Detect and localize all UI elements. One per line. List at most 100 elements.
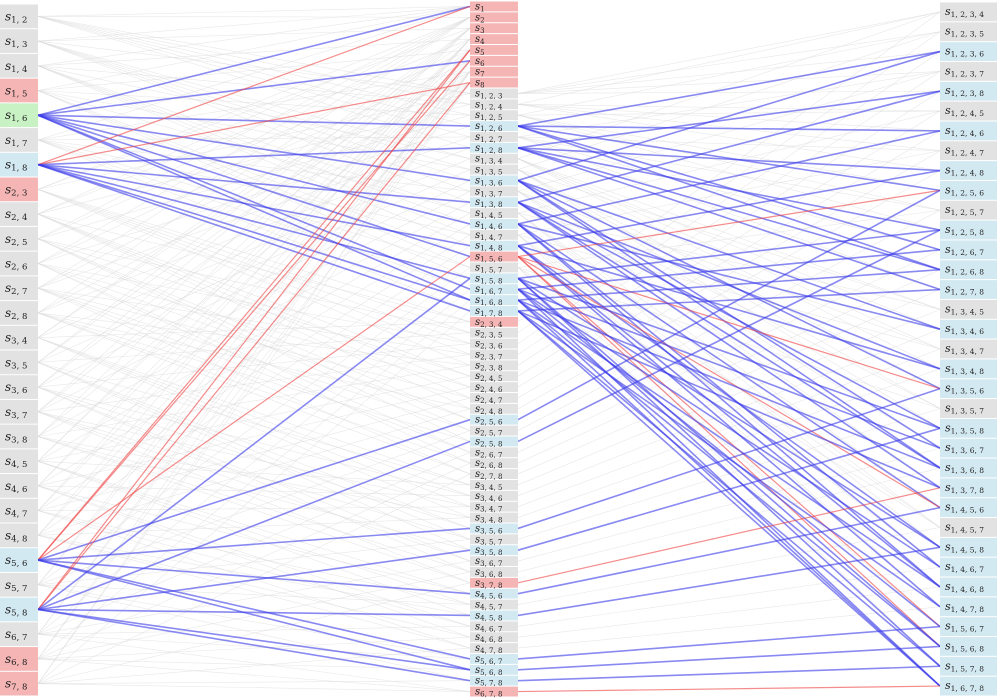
node-box xyxy=(940,478,997,498)
edge xyxy=(517,31,941,94)
node-label: s1, 5, 6 xyxy=(475,251,503,264)
node-subscript: 2, 3, 4 xyxy=(480,321,503,329)
edge xyxy=(517,310,941,489)
edge xyxy=(37,238,471,442)
node-box xyxy=(470,1,518,12)
edge xyxy=(37,436,471,584)
edge xyxy=(517,104,941,152)
node-symbol: s xyxy=(475,664,480,675)
node-symbol: s xyxy=(5,355,11,369)
node-box xyxy=(470,393,518,403)
edge xyxy=(37,6,471,42)
node-label: s2, 3 xyxy=(5,182,27,198)
edge xyxy=(37,71,471,635)
node-symbol: s xyxy=(5,108,11,122)
node-subscript: 2, 6, 8 xyxy=(480,462,502,470)
edge xyxy=(517,586,941,638)
edge xyxy=(37,71,471,141)
edge xyxy=(37,16,471,138)
node-subscript: 3, 8 xyxy=(11,435,27,445)
node-subscript: 2, 5, 8 xyxy=(480,440,502,448)
edge xyxy=(517,189,941,258)
node-label: s8 xyxy=(475,77,485,90)
edge xyxy=(517,104,941,171)
edge xyxy=(517,147,941,231)
edge xyxy=(37,485,471,594)
node-box xyxy=(470,675,518,686)
edge xyxy=(37,189,471,344)
edge xyxy=(517,267,941,667)
node-label: s1, 2, 6 xyxy=(475,121,503,134)
node-box xyxy=(0,523,38,548)
edge xyxy=(37,49,471,462)
edge xyxy=(37,584,471,681)
node-subscript: 1, 3, 5, 8 xyxy=(951,426,985,435)
node-box xyxy=(0,548,38,572)
node-box xyxy=(470,251,518,262)
node-label: s3, 5, 6 xyxy=(475,523,503,536)
node-label: s1, 5, 6, 8 xyxy=(945,639,984,653)
node-label: s1, 3, 8 xyxy=(475,197,502,210)
edge xyxy=(37,559,471,595)
edge xyxy=(517,606,941,649)
node-symbol: s xyxy=(5,602,11,616)
node-label: s1, 2, 4, 6 xyxy=(945,124,984,138)
node-label: s1, 2, 4, 7 xyxy=(945,144,984,158)
edge xyxy=(37,312,471,475)
edge xyxy=(37,49,471,363)
node-symbol: s xyxy=(945,144,951,157)
node-symbol: s xyxy=(475,121,480,132)
node-box xyxy=(0,498,38,523)
node-box xyxy=(940,161,997,180)
node-symbol: s xyxy=(475,403,480,414)
node-subscript: 5, 6 xyxy=(11,559,27,569)
node-subscript: 1, 2, 5, 7 xyxy=(951,208,985,217)
edge xyxy=(37,114,471,225)
node-subscript: 1, 3, 4, 6 xyxy=(951,327,985,336)
node-subscript: 3, 4, 6 xyxy=(480,495,503,503)
node-label: s1, 3, 4 xyxy=(475,153,503,166)
node-label: s1, 2, 3, 5 xyxy=(945,25,984,39)
node-subscript: 1, 5 xyxy=(11,89,27,99)
node-box xyxy=(470,534,518,545)
node-subscript: 5, 7, 8 xyxy=(480,680,502,688)
node-label: s2, 6, 8 xyxy=(475,458,502,471)
node-box xyxy=(940,240,997,260)
node-label: s5, 8 xyxy=(5,602,27,618)
node-box xyxy=(0,177,38,202)
edge xyxy=(517,125,941,192)
node-box xyxy=(940,81,997,101)
edge xyxy=(37,213,471,399)
edge xyxy=(37,147,471,314)
edge xyxy=(517,110,941,214)
edge xyxy=(37,16,471,149)
edge xyxy=(37,71,471,413)
node-subscript: 1, 3, 5, 6 xyxy=(951,387,985,396)
node-box xyxy=(470,295,518,305)
node-symbol: s xyxy=(5,478,11,492)
node-symbol: s xyxy=(945,183,951,196)
node-label: s2, 8 xyxy=(5,305,27,321)
node-symbol: s xyxy=(5,528,11,542)
edge xyxy=(37,82,471,314)
node-symbol: s xyxy=(475,447,480,458)
node-box xyxy=(470,34,518,44)
edge xyxy=(37,658,471,692)
node-subscript: 5, 6, 7 xyxy=(480,658,502,666)
edge xyxy=(37,60,471,388)
node-subscript: 1, 4, 7, 8 xyxy=(951,605,985,614)
node-subscript: 1, 2, 3, 8 xyxy=(951,89,985,98)
edge xyxy=(517,249,941,290)
edge xyxy=(517,427,941,551)
node-subscript: 2, 5, 7 xyxy=(480,430,502,438)
edge xyxy=(37,147,471,166)
edge xyxy=(517,130,941,225)
node-box xyxy=(0,572,38,597)
edge xyxy=(37,263,471,453)
node-box xyxy=(470,349,518,360)
edge xyxy=(517,256,941,647)
edge xyxy=(37,386,471,562)
edge xyxy=(517,299,941,687)
node-subscript: 1, 2, 7, 8 xyxy=(951,288,985,297)
edge xyxy=(37,213,471,377)
